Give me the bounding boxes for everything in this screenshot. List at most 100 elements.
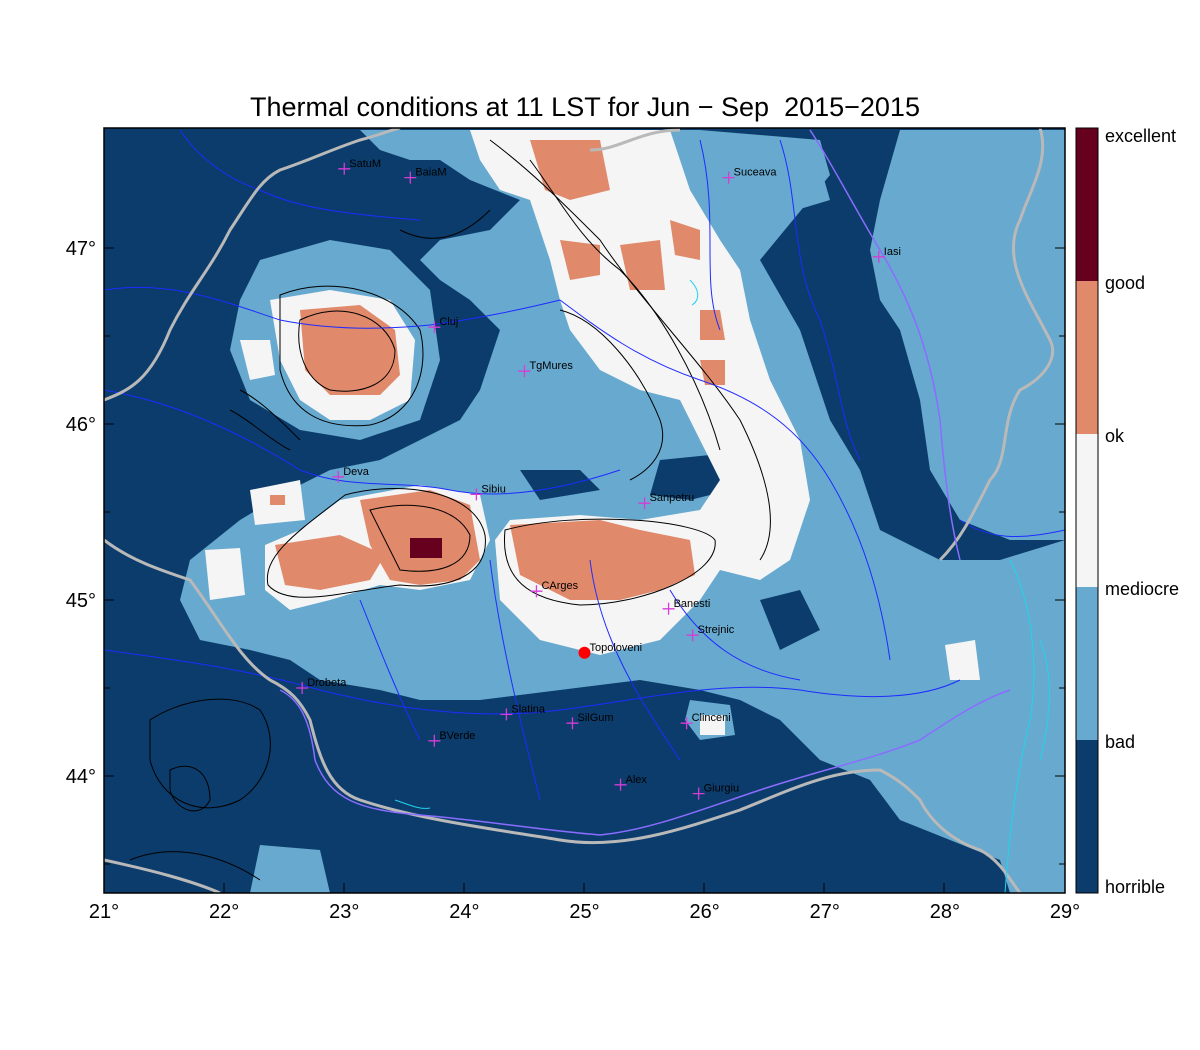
x-tick-label: 21° [89, 901, 119, 923]
colorbar: excellent good ok mediocre bad horrible [1075, 126, 1179, 897]
city-label: BaiaM [415, 167, 446, 179]
colorbar-bad-segment [1076, 740, 1098, 893]
colorbar-label-excellent: excellent [1105, 126, 1176, 146]
x-axis-labels: 21° 22° 23° 24° 25° 26° 27° 28° 29° [89, 901, 1080, 923]
city-cross-icon [428, 321, 441, 334]
city-cluj: Cluj [428, 316, 458, 334]
city-cross-icon [872, 250, 885, 263]
city-cross-icon [500, 708, 513, 721]
map-title: Thermal conditions at 11 LST for Jun − S… [250, 92, 920, 122]
city-label: Cluj [439, 316, 458, 328]
city-cross-icon [518, 365, 531, 378]
x-tick-label: 28° [930, 901, 960, 923]
city-cross-icon [680, 717, 693, 730]
city-label: BVerde [439, 730, 475, 742]
y-tick-label: 47° [66, 238, 96, 260]
city-bverde: BVerde [428, 730, 475, 747]
country-border [104, 128, 1055, 893]
city-cross-icon [614, 778, 627, 791]
city-cross-icon [332, 470, 345, 483]
city-label: Sibiu [481, 483, 505, 495]
city-cross-icon [296, 682, 309, 694]
city-label: CArges [541, 580, 578, 592]
x-tick-label: 25° [569, 901, 599, 923]
city-cross-icon [428, 734, 441, 747]
x-tick-label: 26° [690, 901, 720, 923]
x-tick-label: 24° [449, 901, 479, 923]
city-label: Alex [626, 774, 648, 786]
y-tick-label: 45° [66, 590, 96, 612]
colorbar-label-bad: bad [1105, 732, 1135, 752]
city-cross-icon [470, 488, 483, 501]
tick-marks [104, 247, 1065, 893]
colorbar-excellent-segment [1076, 128, 1098, 281]
colorbar-label-good: good [1105, 273, 1145, 293]
city-strejnic: Strejnic [686, 624, 735, 642]
colorbar-ok-segment [1076, 434, 1098, 587]
lakes-coast [394, 279, 1050, 893]
city-label: Iasi [884, 246, 901, 258]
city-markers: SatuM BaiaM Suceava Iasi Cluj TgMures Deva Sibi… [296, 158, 901, 800]
colorbar-label-ok: ok [1105, 426, 1125, 446]
city-baiam: BaiaM [404, 167, 447, 184]
city-deva: Deva [332, 466, 370, 483]
city-label: Sanpetru [650, 492, 695, 504]
city-label: TgMures [529, 360, 573, 372]
city-slatina: Slatina [500, 703, 546, 721]
rivers [104, 129, 1065, 801]
prut-river [809, 129, 961, 561]
colorbar-mediocre-segment [1076, 587, 1098, 740]
city-drobeta: Drobeta [296, 677, 347, 694]
ok-zones [270, 140, 725, 600]
y-axis-labels: 47° 46° 45° 44° [66, 238, 96, 788]
y-tick-label: 46° [66, 414, 96, 436]
city-label: Slatina [511, 703, 546, 715]
location-dot-icon [578, 646, 591, 659]
city-cross-icon [566, 717, 579, 730]
city-suceava: Suceava [722, 167, 778, 184]
city-topoloveni: Topoloveni [578, 642, 643, 659]
city-cross-icon [692, 787, 705, 800]
city-cross-icon [638, 497, 651, 510]
city-label: Drobeta [307, 677, 347, 689]
colorbar-frame [1075, 127, 1099, 894]
danube-river [279, 689, 1011, 836]
terrain-contours [129, 139, 771, 881]
city-label: SilGum [577, 712, 613, 724]
city-sibiu: Sibiu [470, 483, 506, 501]
colorbar-good-segment [1076, 281, 1098, 434]
city-cross-icon [338, 162, 351, 175]
colorbar-label-mediocre: mediocre [1105, 579, 1179, 599]
city-cross-icon [662, 602, 675, 615]
city-silgum: SilGum [566, 712, 614, 730]
city-label: Topoloveni [590, 642, 643, 654]
x-tick-label: 27° [810, 901, 840, 923]
city-sanpetru: Sanpetru [638, 492, 695, 510]
city-satum: SatuM [338, 158, 381, 175]
city-giurgiu: Giurgiu [692, 783, 739, 800]
city-carges: CArges [530, 580, 579, 598]
city-banesti: Banesti [662, 598, 711, 615]
map-field [104, 128, 1065, 893]
city-label: Clinceni [692, 712, 731, 724]
city-alex: Alex [614, 774, 648, 791]
x-tick-label: 23° [329, 901, 359, 923]
city-clinceni: Clinceni [680, 712, 731, 730]
city-cross-icon [404, 171, 417, 184]
city-label: Giurgiu [704, 783, 739, 795]
y-tick-label: 44° [66, 766, 96, 788]
city-tgmures: TgMures [518, 360, 573, 378]
x-tick-label: 29° [1050, 901, 1080, 923]
city-label: Strejnic [698, 624, 735, 636]
x-tick-label: 22° [209, 901, 239, 923]
excellent-patch [410, 538, 442, 558]
city-label: Suceava [734, 167, 778, 179]
city-cross-icon [722, 171, 735, 184]
colorbar-label-horrible: horrible [1105, 877, 1165, 897]
city-cross-icon [530, 585, 543, 598]
city-cross-icon [686, 629, 699, 642]
city-iasi: Iasi [872, 246, 901, 263]
city-label: Deva [343, 466, 370, 478]
city-label: Banesti [674, 598, 711, 610]
